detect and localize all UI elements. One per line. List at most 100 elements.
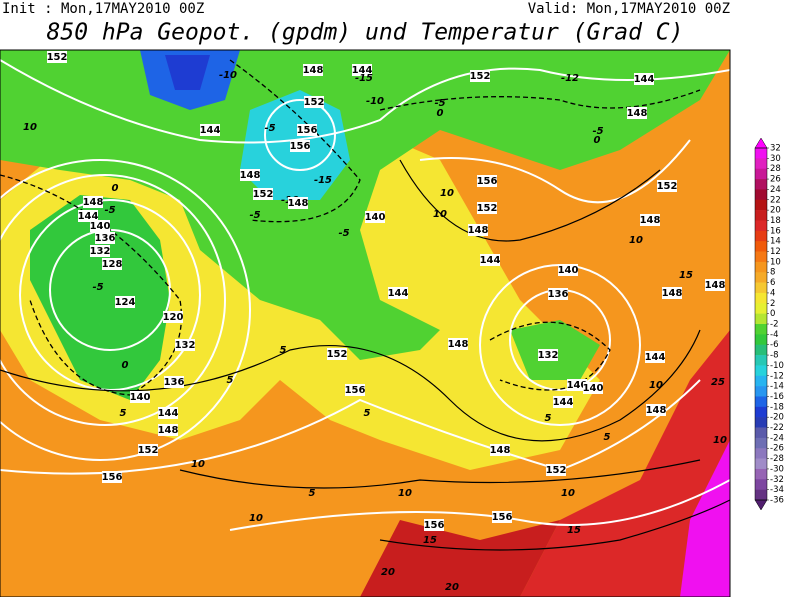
geopotential-label: 148 xyxy=(640,215,661,226)
colorbar-band xyxy=(755,168,767,180)
geopotential-label: 136 xyxy=(548,289,569,300)
temperature-label: 10 xyxy=(629,235,643,246)
temperature-label: -15 xyxy=(355,73,373,84)
label-box xyxy=(388,287,408,299)
temperature-label: 10 xyxy=(649,380,663,391)
label-box xyxy=(345,384,365,396)
geopotential-label: 148 xyxy=(468,225,489,236)
geopotential-label: 140 xyxy=(90,221,111,232)
colorbar-band xyxy=(755,158,767,170)
temperature-label: 5 xyxy=(309,488,316,499)
geopotential-label: 156 xyxy=(477,176,498,187)
colorbar-band xyxy=(755,417,767,428)
geopotential-label: 144 xyxy=(352,65,373,76)
label-box xyxy=(175,339,195,351)
colorbar-band xyxy=(755,334,767,346)
temperature-label: 10 xyxy=(440,188,454,199)
geopotential-label: 152 xyxy=(327,349,348,360)
colorbar-label: 28 xyxy=(770,164,781,174)
colorbar-label: -30 xyxy=(770,464,784,474)
geopotential-label: 140 xyxy=(365,212,386,223)
geopotential-label: 156 xyxy=(492,512,513,523)
temperature-label: 10 xyxy=(191,459,205,470)
geopotential-label: 140 xyxy=(583,383,604,394)
geopotential-label: 136 xyxy=(95,233,116,244)
colorbar-label: -36 xyxy=(770,496,784,506)
colorbar-label: 2 xyxy=(770,299,775,309)
geopotential-label: 156 xyxy=(345,385,366,396)
colorbar-band xyxy=(755,448,767,459)
colorbar-label: -12 xyxy=(770,371,784,381)
geopotential-label: 156 xyxy=(102,472,123,483)
label-box xyxy=(78,210,98,222)
label-box xyxy=(640,214,660,226)
colorbar-band xyxy=(755,427,767,439)
colorbar-label: -10 xyxy=(770,361,784,371)
label-box xyxy=(297,124,317,136)
colorbar-band xyxy=(755,396,767,408)
map-title: 850 hPa Geopot. (gpdm) und Temperatur (G… xyxy=(47,20,684,46)
geopotential-label: 140 xyxy=(567,380,588,391)
label-box xyxy=(47,51,67,63)
temperature-label: -15 xyxy=(314,175,332,186)
geopotential-label: 148 xyxy=(158,425,179,436)
temperature-label: -5 xyxy=(338,228,349,239)
colorbar-band xyxy=(755,241,767,252)
temperature-label: 0 xyxy=(122,360,129,371)
colorbar-band xyxy=(755,189,767,201)
map-frame xyxy=(0,49,731,597)
colorbar-label: -8 xyxy=(770,351,778,361)
geopotential-label: 144 xyxy=(200,125,221,136)
geopotential-label: 148 xyxy=(627,108,648,119)
label-box xyxy=(705,279,725,291)
isotherms xyxy=(0,159,730,551)
label-box xyxy=(90,220,110,232)
colorbar-label: -16 xyxy=(770,392,784,402)
colorbar-label: -34 xyxy=(770,485,784,495)
geopotential-label: 144 xyxy=(645,352,666,363)
valid-time: Valid: Mon,17MAY2010 00Z xyxy=(528,1,730,17)
colorbar-band xyxy=(755,313,767,325)
temperature-label: 0 xyxy=(437,108,444,119)
label-box xyxy=(480,254,500,266)
temperature-label: 10 xyxy=(713,435,727,446)
label-box xyxy=(583,382,603,394)
label-box xyxy=(553,396,573,408)
label-box xyxy=(327,348,347,360)
colorbar-label: 12 xyxy=(770,247,781,257)
colorbar-label: 0 xyxy=(770,309,775,319)
colorbar-label: -26 xyxy=(770,444,784,454)
geopotential-label: 152 xyxy=(138,445,159,456)
geopotential-label: 144 xyxy=(480,255,501,266)
temperature-label: 15 xyxy=(567,525,581,536)
label-box xyxy=(158,407,178,419)
geopotential-label: 128 xyxy=(102,259,123,270)
colorbar-band xyxy=(755,272,767,283)
colorbar-label: -22 xyxy=(770,423,784,433)
label-box xyxy=(448,338,468,350)
geopotential-label: 148 xyxy=(448,339,469,350)
cool-area xyxy=(30,195,170,400)
temperature-label: 15 xyxy=(423,535,437,546)
geopotential-label: 148 xyxy=(705,280,726,291)
geopotential-label: 140 xyxy=(558,265,579,276)
temperature-label: 10 xyxy=(249,513,263,524)
geopotential-label: 152 xyxy=(477,203,498,214)
colorbar-label: 16 xyxy=(770,226,781,236)
colorbar-extend xyxy=(754,499,768,511)
very-cold-area xyxy=(165,55,210,90)
temperature-label: 5 xyxy=(120,408,127,419)
temperature-label: -5 xyxy=(434,98,445,109)
label-box xyxy=(538,349,558,361)
label-box xyxy=(130,391,150,403)
temperature-label: -5 xyxy=(264,123,275,134)
colorbar-band xyxy=(755,261,767,273)
geopotential-label: 148 xyxy=(303,65,324,76)
colorbar-label: 14 xyxy=(770,237,781,247)
geopotential-label: 144 xyxy=(388,288,409,299)
geopotential-label: 148 xyxy=(662,288,683,299)
temperature-label: 5 xyxy=(364,408,371,419)
colorbar-band xyxy=(755,199,767,211)
label-box xyxy=(477,175,497,187)
geopotential-label: 120 xyxy=(163,312,184,323)
